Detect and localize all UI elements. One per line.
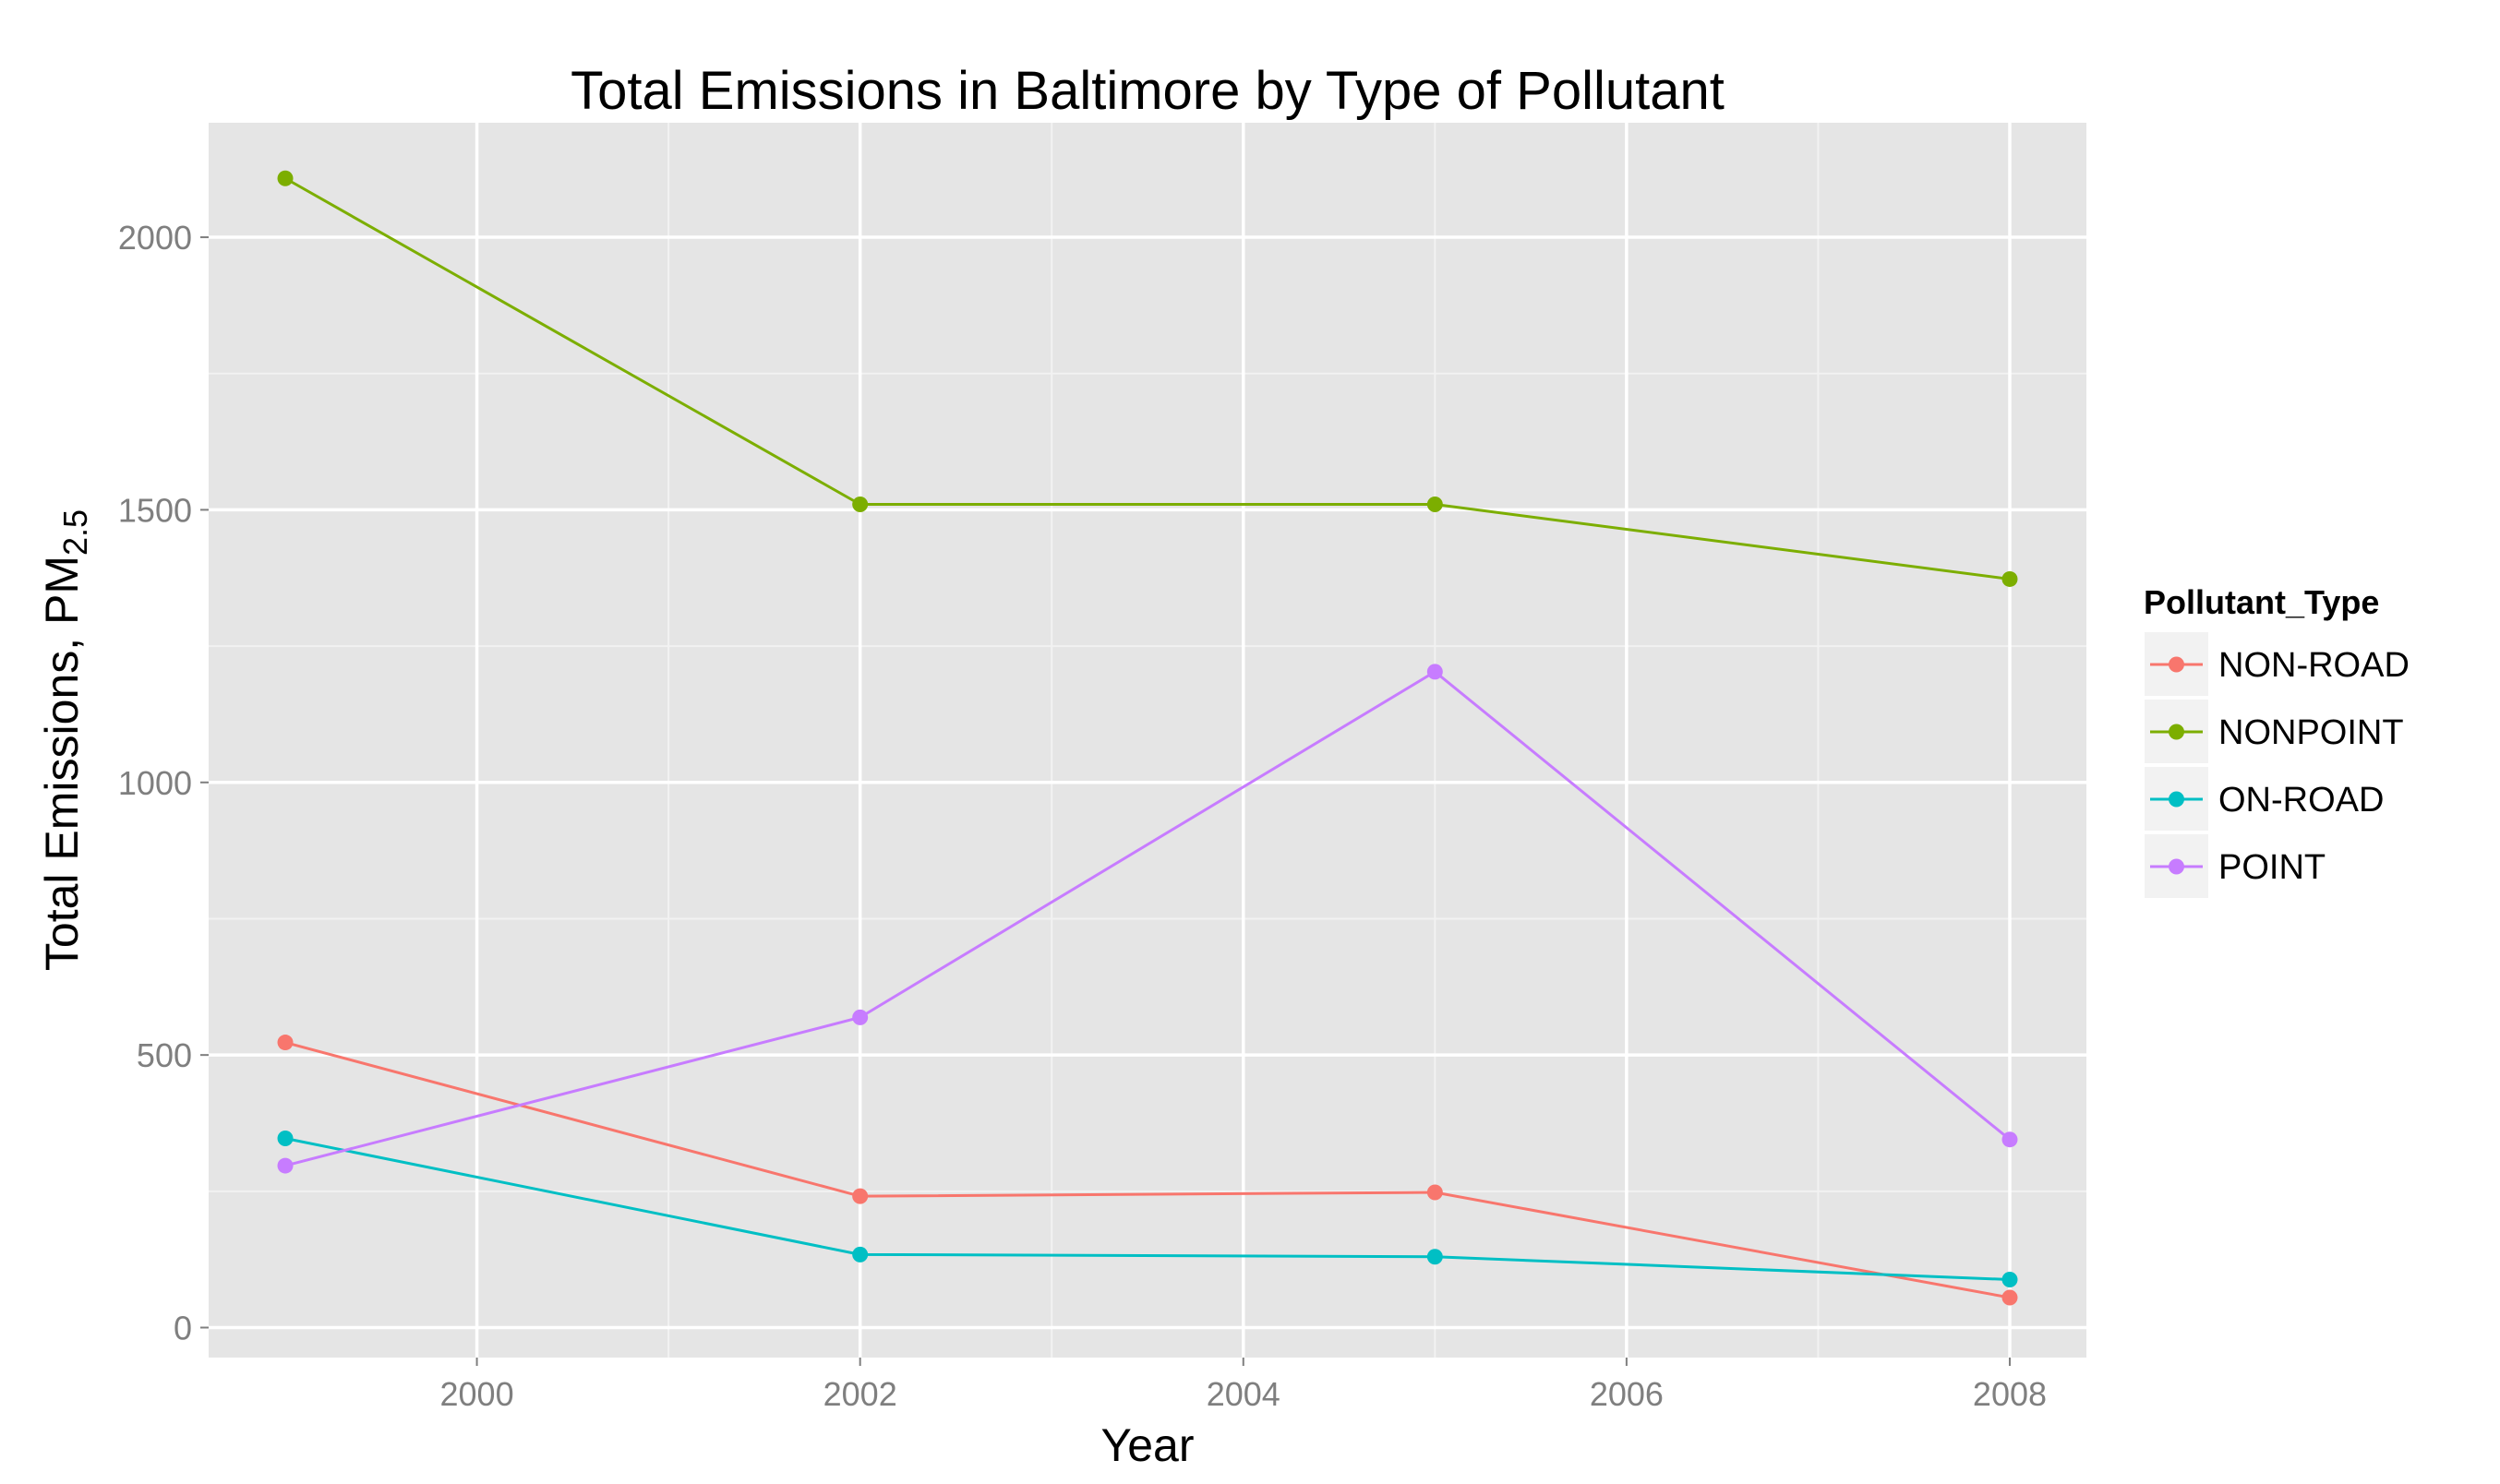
y-tick-label: 1500	[118, 491, 192, 529]
data-point-point	[2001, 1131, 2018, 1148]
series-line-nonpoint	[284, 176, 2011, 580]
data-point-point	[1426, 664, 1443, 680]
data-point-nonpoint	[277, 170, 294, 186]
data-point-nonpoint	[852, 497, 869, 513]
x-tick-label: 2004	[1207, 1375, 1280, 1413]
y-tick-label: 2000	[118, 219, 192, 257]
plot-panel	[209, 123, 2086, 1358]
y-axis: 0 500 1000 1500 2000	[118, 219, 209, 1347]
data-point-point	[277, 1157, 294, 1174]
legend-label-on-road: ON-ROAD	[2218, 781, 2384, 820]
grid-minor	[209, 123, 2086, 1358]
data-point-point	[852, 1009, 869, 1025]
series-layer	[277, 170, 2018, 1306]
y-tick-label: 500	[137, 1036, 192, 1074]
data-point-non-road	[277, 1035, 294, 1051]
y-axis-title-main: Total Emissions, PM	[36, 556, 88, 971]
data-point-non-road	[2001, 1289, 2018, 1306]
y-tick-label: 1000	[118, 764, 192, 802]
data-point-on-road	[852, 1246, 869, 1263]
x-axis-title: Year	[1100, 1419, 1194, 1471]
x-tick-label: 2000	[440, 1375, 514, 1413]
legend: NON-ROAD NONPOINT ON-ROAD POINT	[2143, 630, 2410, 900]
legend-label-nonpoint: NONPOINT	[2218, 713, 2404, 752]
x-tick-label: 2002	[823, 1375, 897, 1413]
legend-label-point: POINT	[2218, 848, 2326, 887]
x-tick-label: 2008	[1973, 1375, 2047, 1413]
y-axis-title: Total Emissions, PM2.5	[36, 509, 94, 971]
series-line-on-road	[284, 1137, 2011, 1282]
chart-title: Total Emissions in Baltimore by Type of …	[571, 61, 1725, 121]
data-point-on-road	[277, 1131, 294, 1147]
legend-key-point-nonpoint	[2169, 724, 2184, 740]
x-tick-label: 2006	[1590, 1375, 1664, 1413]
data-point-non-road	[852, 1188, 869, 1204]
data-point-non-road	[1426, 1184, 1443, 1201]
y-tick-label: 0	[174, 1310, 192, 1347]
data-point-on-road	[1426, 1249, 1443, 1265]
data-point-nonpoint	[1426, 497, 1443, 513]
series-line-point	[284, 670, 2011, 1167]
data-point-on-road	[2001, 1272, 2018, 1288]
grid-major	[209, 123, 2086, 1358]
y-axis-title-subscript: 2.5	[56, 509, 94, 556]
data-point-nonpoint	[2001, 570, 2018, 587]
legend-key-point-non-road	[2169, 656, 2184, 673]
legend-key-point-on-road	[2169, 791, 2184, 808]
series-line-non-road	[284, 1041, 2011, 1299]
legend-key-point-point	[2169, 858, 2184, 875]
legend-title: Pollutant_Type	[2144, 583, 2379, 621]
legend-label-non-road: NON-ROAD	[2218, 646, 2410, 685]
x-axis: 2000 2002 2004 2006 2008	[440, 1358, 2047, 1413]
